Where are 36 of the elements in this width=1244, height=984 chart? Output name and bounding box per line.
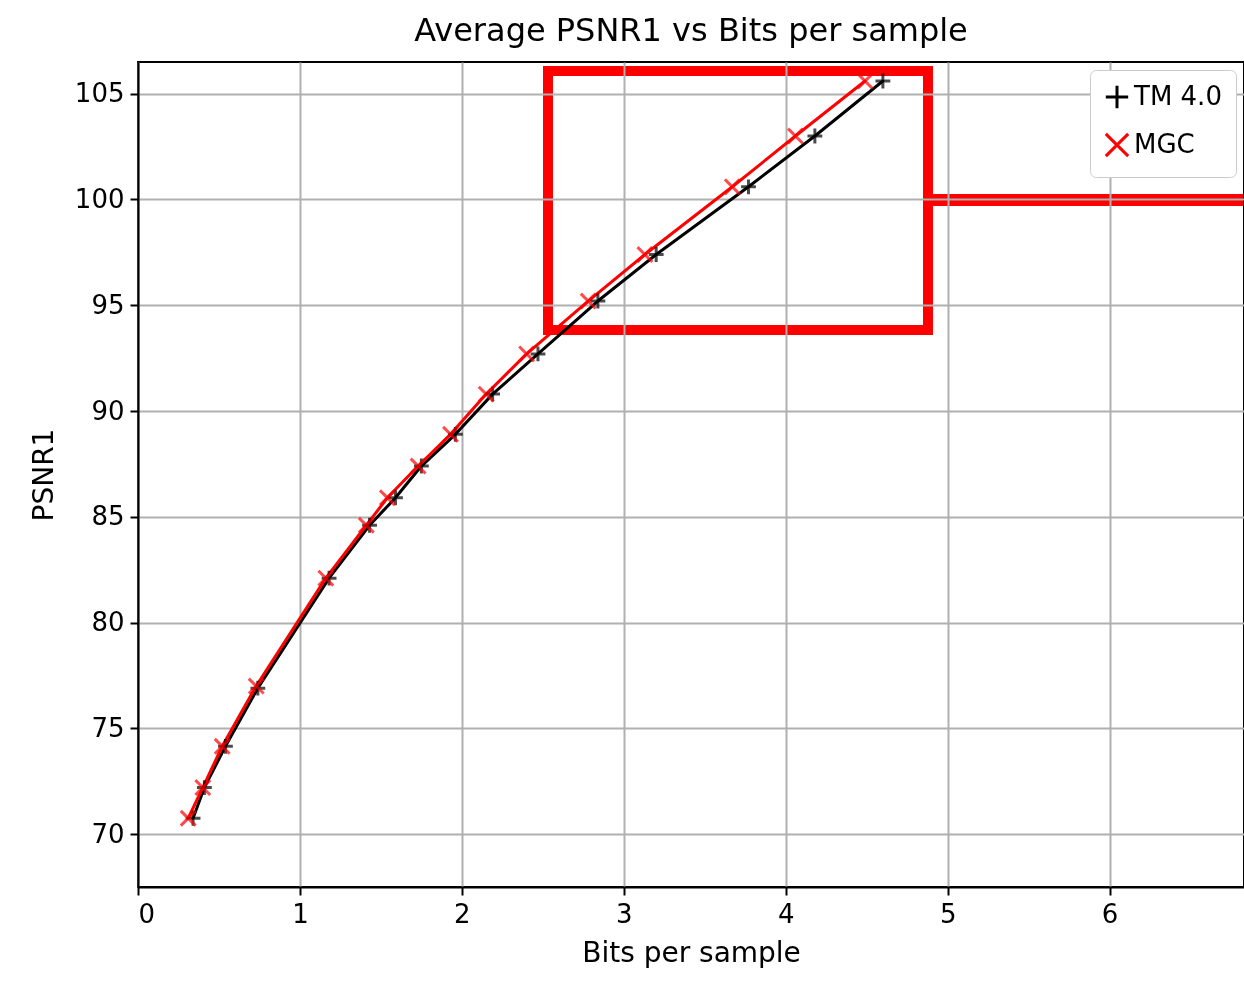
x-tick-label: 5 bbox=[939, 898, 957, 929]
y-axis-title: PSNR1 bbox=[26, 428, 60, 522]
y-tick-label: 100 bbox=[74, 184, 125, 214]
y-tick-label: 95 bbox=[91, 289, 125, 320]
point bbox=[805, 127, 824, 145]
x-tick-label: 1 bbox=[292, 898, 309, 929]
point bbox=[786, 127, 805, 145]
x-axis-title: Bits per sample bbox=[582, 935, 801, 969]
legend-label: MGC bbox=[1134, 129, 1195, 159]
legend-label: TM 4.0 bbox=[1133, 81, 1222, 111]
point bbox=[739, 177, 758, 196]
y-tick-label: 75 bbox=[91, 712, 125, 743]
point bbox=[588, 292, 607, 310]
point bbox=[441, 425, 460, 444]
x-tick-label: 6 bbox=[1101, 898, 1119, 929]
point bbox=[647, 245, 666, 264]
point bbox=[179, 809, 198, 828]
point bbox=[378, 488, 397, 507]
y-tick-label: 85 bbox=[91, 501, 125, 532]
x-tick-label: 0 bbox=[138, 898, 156, 929]
y-tick-label: 90 bbox=[91, 395, 125, 426]
y-tick-label: 105 bbox=[74, 78, 125, 109]
x-tick-label: 2 bbox=[454, 898, 471, 929]
point bbox=[635, 245, 654, 264]
point bbox=[477, 385, 496, 404]
x-tick-label: 4 bbox=[777, 898, 795, 929]
point bbox=[723, 177, 742, 196]
x-tick-label: 3 bbox=[616, 898, 633, 929]
chart-title: Average PSNR1 vs Bits per sample bbox=[414, 11, 968, 49]
y-tick-label: 80 bbox=[91, 607, 125, 638]
point bbox=[517, 345, 536, 363]
point bbox=[873, 72, 892, 90]
y-tick-label: 70 bbox=[91, 818, 125, 849]
point bbox=[579, 292, 598, 310]
point bbox=[316, 569, 335, 588]
point bbox=[529, 345, 547, 363]
